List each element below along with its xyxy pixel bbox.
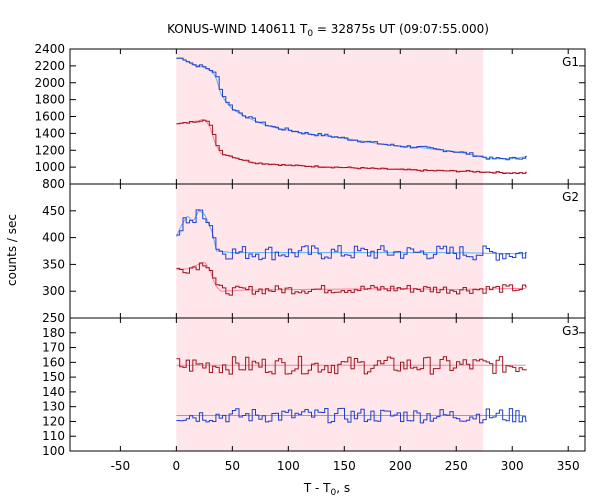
- shaded-interval: [176, 49, 484, 184]
- fit-line: [176, 261, 526, 292]
- panel-label: G1: [562, 55, 579, 69]
- y-tick-label: 170: [42, 341, 65, 355]
- y-tick-label: 450: [42, 204, 65, 218]
- y-tick-label: 300: [42, 284, 65, 298]
- y-tick-label: 1600: [34, 110, 65, 124]
- count-rate-series: [176, 209, 527, 261]
- x-tick-label: 0: [173, 459, 181, 473]
- count-rate-series: [176, 57, 527, 161]
- y-tick-label: 140: [42, 385, 65, 399]
- x-tick-label: 150: [333, 459, 356, 473]
- x-tick-label: 350: [557, 459, 580, 473]
- y-tick-label: 160: [42, 355, 65, 369]
- panel-g2: 250 300 350 400 450 G2: [42, 183, 586, 325]
- panel-label: G2: [562, 190, 579, 204]
- x-tick-label: -50: [111, 459, 131, 473]
- panel-label: G3: [562, 324, 579, 338]
- shaded-interval: [176, 318, 484, 451]
- y-tick-label: 1000: [34, 160, 65, 174]
- y-tick-label: 2200: [34, 59, 65, 73]
- count-rate-series: [176, 407, 527, 424]
- y-tick-label: 1800: [34, 93, 65, 107]
- y-tick-label: 400: [42, 231, 65, 245]
- count-rate-series: [176, 262, 527, 296]
- y-tick-label: 350: [42, 257, 65, 271]
- y-tick-label: 250: [42, 311, 65, 325]
- y-tick-label: 150: [42, 370, 65, 384]
- y-tick-label: 130: [42, 400, 65, 414]
- x-tick-label: 200: [389, 459, 412, 473]
- y-tick-label: 2000: [34, 76, 65, 90]
- y-tick-label: 2400: [34, 42, 65, 56]
- y-tick-label: 180: [42, 326, 65, 340]
- count-rate-series: [176, 355, 527, 375]
- panel-frame: [69, 317, 586, 452]
- fit-line: [175, 210, 526, 255]
- count-rate-series: [176, 119, 527, 174]
- x-tick-label: 50: [225, 459, 240, 473]
- y-tick-label: 800: [42, 177, 65, 191]
- x-tick-label: 100: [277, 459, 300, 473]
- y-tick-label: 1400: [34, 126, 65, 140]
- x-axis-label: T - T0, s: [303, 481, 350, 498]
- y-tick-label: 120: [42, 414, 65, 428]
- chart-title: KONUS-WIND 140611 T0 = 32875s UT (09:07:…: [167, 22, 489, 39]
- x-tick-label: 300: [501, 459, 524, 473]
- shaded-interval: [176, 184, 484, 318]
- panel-g1: 800 1000 1200 1400 1600 1800 2000 2200 2400 G1: [34, 42, 586, 191]
- y-tick-label: 100: [42, 444, 65, 458]
- panels-layer: 80010001200140016001800200022002400G1250…: [34, 42, 586, 473]
- y-tick-label: 110: [42, 429, 65, 443]
- y-tick-label: 1200: [34, 143, 65, 157]
- x-tick-label: 250: [445, 459, 468, 473]
- y-axis-label: counts / sec: [5, 214, 19, 286]
